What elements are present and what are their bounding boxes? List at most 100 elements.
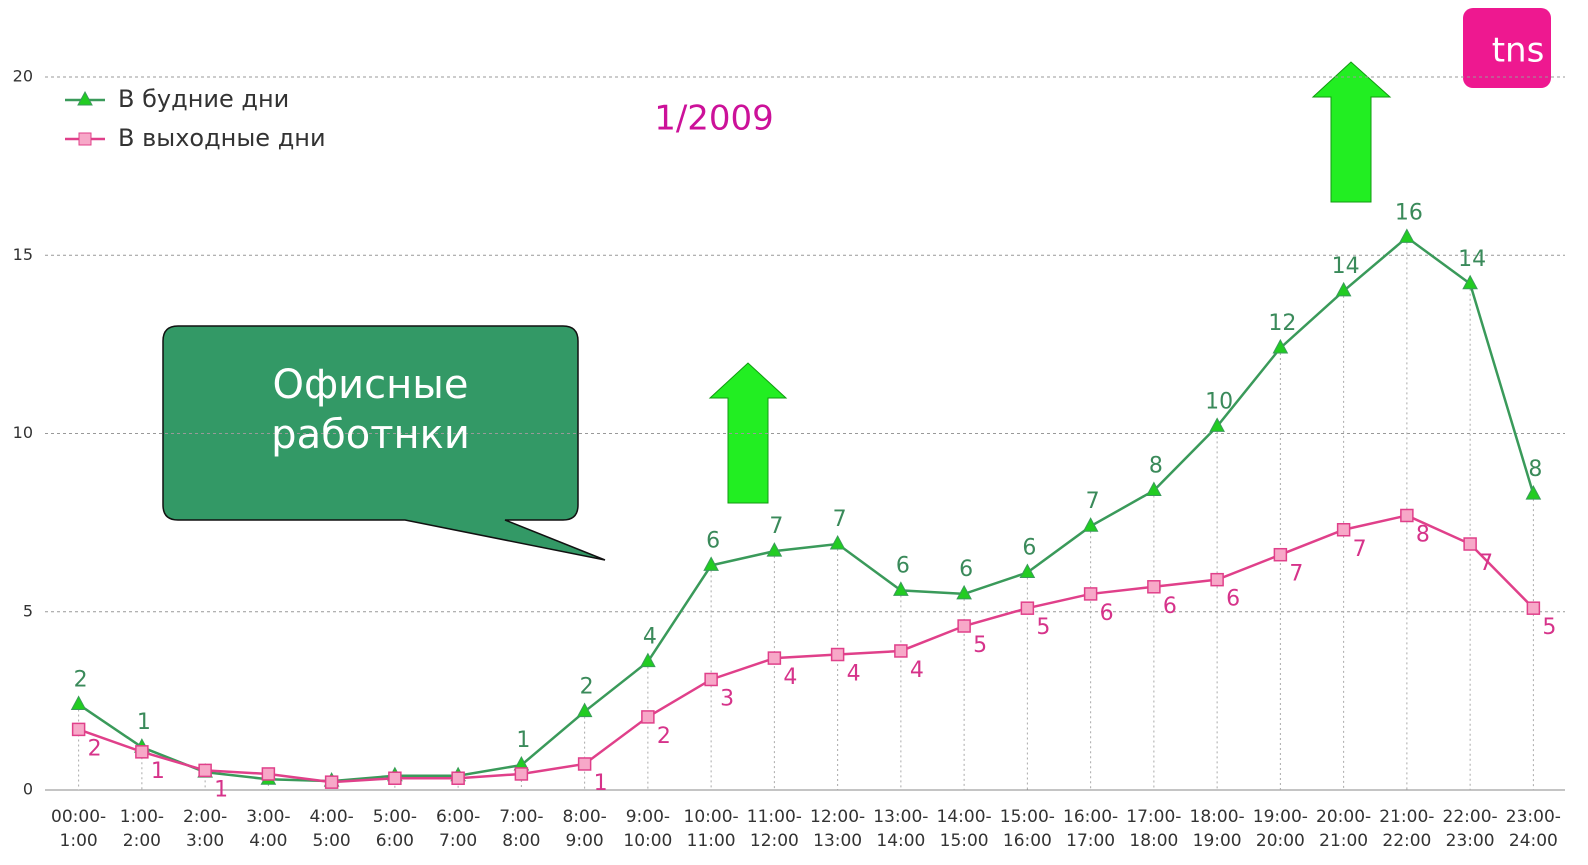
marker <box>1399 228 1415 243</box>
data-label: 7 <box>1086 489 1100 514</box>
marker <box>198 763 212 778</box>
data-label: 5 <box>973 633 987 658</box>
data-label: 2 <box>580 675 594 700</box>
marker <box>1463 537 1477 551</box>
marker <box>893 581 909 596</box>
data-label: 7 <box>1289 562 1303 587</box>
marker <box>514 767 529 781</box>
marker <box>766 542 783 557</box>
x-tick-label: 22:00- 23:00 <box>1442 807 1498 851</box>
data-label: 14 <box>1332 254 1360 279</box>
x-tick-label: 16:00- 17:00 <box>1063 807 1119 851</box>
marker <box>71 722 86 737</box>
up-arrow <box>1311 61 1392 203</box>
data-label: 1 <box>137 710 151 735</box>
logo-box <box>1463 8 1551 88</box>
x-tick-label: 10:00- 11:00 <box>683 807 739 851</box>
marker <box>894 644 908 658</box>
marker <box>135 745 149 759</box>
data-label: 1 <box>594 771 608 796</box>
x-tick-label: 4:00- 5:00 <box>309 807 354 851</box>
data-label: 4 <box>783 665 797 690</box>
callout: Офисные работнки <box>271 362 470 458</box>
legend-label: В выходные дни <box>118 124 326 152</box>
marker <box>640 652 656 668</box>
marker <box>1526 601 1541 615</box>
data-label: 4 <box>847 662 861 687</box>
x-tick-label: 18:00- 19:00 <box>1189 807 1245 851</box>
marker <box>1336 523 1351 537</box>
data-label: 8 <box>1149 454 1163 479</box>
marker <box>1082 517 1099 532</box>
data-label: 1 <box>151 759 165 784</box>
marker <box>704 672 718 687</box>
marker <box>70 695 87 710</box>
x-tick-label: 17:00- 18:00 <box>1126 807 1182 851</box>
x-tick-label: 6:00- 7:00 <box>435 807 481 851</box>
data-label: 4 <box>910 658 924 683</box>
data-label: 2 <box>657 724 671 749</box>
y-tick-label: 0 <box>23 780 33 799</box>
y-tick-label: 15 <box>13 245 33 264</box>
x-tick-label: 14:00- 15:00 <box>936 807 992 851</box>
marker <box>830 647 845 662</box>
legend-marker <box>78 132 92 146</box>
data-label: 8 <box>1416 522 1430 547</box>
data-label: 6 <box>1100 601 1114 626</box>
legend-label: В будние дни <box>118 85 289 113</box>
data-label: 3 <box>720 686 734 711</box>
x-tick-label: 11:00- 12:00 <box>746 807 802 851</box>
data-label: 6 <box>1163 594 1177 619</box>
x-tick-label: 9:00- 10:00 <box>623 807 673 851</box>
marker <box>767 651 782 665</box>
x-tick-label: 15:00- 16:00 <box>999 807 1055 851</box>
data-label: 6 <box>1226 587 1240 612</box>
logo: tns <box>1492 31 1545 71</box>
marker <box>451 771 465 785</box>
data-label: 5 <box>1036 615 1050 640</box>
data-label: 7 <box>1353 537 1367 562</box>
annotation: 1/2009 <box>654 99 774 139</box>
x-tick-label: 13:00- 14:00 <box>873 807 929 851</box>
data-label: 1 <box>214 777 228 802</box>
x-tick-label: 12:00- 13:00 <box>810 807 866 851</box>
marker <box>1400 508 1414 523</box>
x-tick-label: 3:00- 4:00 <box>246 807 291 851</box>
data-label: 10 <box>1205 389 1233 414</box>
x-tick-label: 23:00- 24:00 <box>1505 807 1561 851</box>
marker <box>324 775 339 789</box>
data-label: 6 <box>706 528 720 553</box>
data-label: 2 <box>88 736 102 761</box>
data-label: 16 <box>1395 200 1423 225</box>
x-tick-label: 5:00- 6:00 <box>372 807 418 851</box>
data-label: 1 <box>516 728 530 753</box>
marker <box>388 771 402 785</box>
callout-box <box>162 325 606 561</box>
x-tick-label: 19:00- 20:00 <box>1252 807 1308 851</box>
legend-marker <box>77 90 93 106</box>
x-tick-label: 21:00- 22:00 <box>1379 807 1435 851</box>
y-tick-label: 5 <box>23 601 33 620</box>
marker <box>1273 547 1288 562</box>
marker <box>1209 417 1225 432</box>
marker <box>1210 572 1224 587</box>
marker <box>1019 563 1036 579</box>
x-tick-label: 7:00- 8:00 <box>499 807 544 851</box>
data-label: 5 <box>1542 615 1556 640</box>
x-tick-label: 00:00- 1:00 <box>51 807 107 851</box>
x-tick-label: 1:00- 2:00 <box>119 807 165 851</box>
marker <box>1083 587 1098 601</box>
series-line <box>78 514 1535 784</box>
marker <box>829 534 846 550</box>
data-label: 6 <box>896 553 910 578</box>
y-tick-label: 10 <box>13 423 33 442</box>
data-label: 14 <box>1458 247 1486 272</box>
data-label: 6 <box>959 557 973 582</box>
data-label: 4 <box>643 625 657 650</box>
marker <box>1147 580 1161 594</box>
x-tick-label: 20:00- 21:00 <box>1316 807 1372 851</box>
data-label: 7 <box>1479 551 1493 576</box>
marker <box>1462 274 1478 290</box>
